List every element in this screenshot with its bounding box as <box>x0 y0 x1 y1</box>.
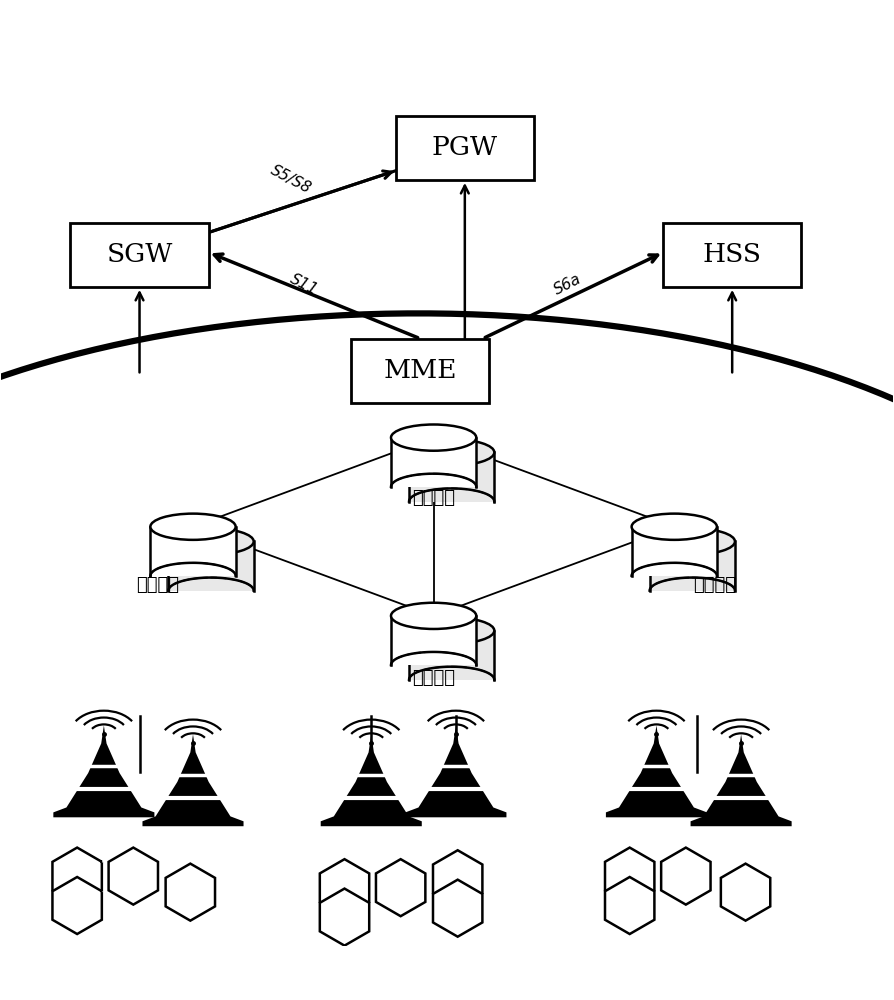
Polygon shape <box>409 452 494 502</box>
FancyBboxPatch shape <box>396 116 534 180</box>
Polygon shape <box>142 734 243 826</box>
Polygon shape <box>433 880 483 937</box>
Ellipse shape <box>97 461 771 756</box>
Polygon shape <box>391 616 477 665</box>
Polygon shape <box>165 864 215 921</box>
Ellipse shape <box>269 391 522 588</box>
Ellipse shape <box>50 488 234 631</box>
Polygon shape <box>605 848 654 905</box>
Polygon shape <box>690 734 791 826</box>
Ellipse shape <box>391 424 477 451</box>
Polygon shape <box>650 541 735 591</box>
Text: 数据中心: 数据中心 <box>136 576 179 594</box>
Ellipse shape <box>650 528 735 555</box>
Text: S11: S11 <box>288 271 321 298</box>
Polygon shape <box>53 877 102 934</box>
FancyBboxPatch shape <box>71 223 208 287</box>
Polygon shape <box>168 541 254 591</box>
Text: 数据中心: 数据中心 <box>693 576 736 594</box>
Polygon shape <box>53 848 102 905</box>
Polygon shape <box>433 850 483 907</box>
Polygon shape <box>376 859 426 916</box>
Ellipse shape <box>409 439 494 465</box>
Text: S5/S8: S5/S8 <box>268 162 314 196</box>
Text: S6a: S6a <box>551 271 584 298</box>
Polygon shape <box>606 725 707 817</box>
FancyBboxPatch shape <box>351 339 489 403</box>
Text: MME: MME <box>384 358 457 383</box>
Polygon shape <box>150 527 236 576</box>
Polygon shape <box>405 725 506 817</box>
Ellipse shape <box>391 603 477 629</box>
Text: PGW: PGW <box>432 135 498 160</box>
Polygon shape <box>54 725 155 817</box>
Polygon shape <box>321 734 422 826</box>
Ellipse shape <box>632 514 717 540</box>
Ellipse shape <box>675 520 836 647</box>
Polygon shape <box>409 631 494 680</box>
Polygon shape <box>632 527 717 576</box>
Text: HSS: HSS <box>703 242 762 267</box>
FancyBboxPatch shape <box>663 223 801 287</box>
Ellipse shape <box>568 463 759 615</box>
Polygon shape <box>320 889 369 946</box>
Ellipse shape <box>409 617 494 644</box>
Polygon shape <box>662 848 711 905</box>
Text: SGW: SGW <box>106 242 173 267</box>
Polygon shape <box>108 848 158 905</box>
Polygon shape <box>721 864 771 921</box>
Polygon shape <box>391 438 477 487</box>
Polygon shape <box>605 877 654 934</box>
Ellipse shape <box>430 414 652 586</box>
Text: 数据中心: 数据中心 <box>412 489 455 507</box>
Ellipse shape <box>139 426 361 598</box>
Polygon shape <box>320 859 369 916</box>
Ellipse shape <box>150 514 236 540</box>
Text: 数据中心: 数据中心 <box>412 669 455 687</box>
Ellipse shape <box>168 528 254 555</box>
